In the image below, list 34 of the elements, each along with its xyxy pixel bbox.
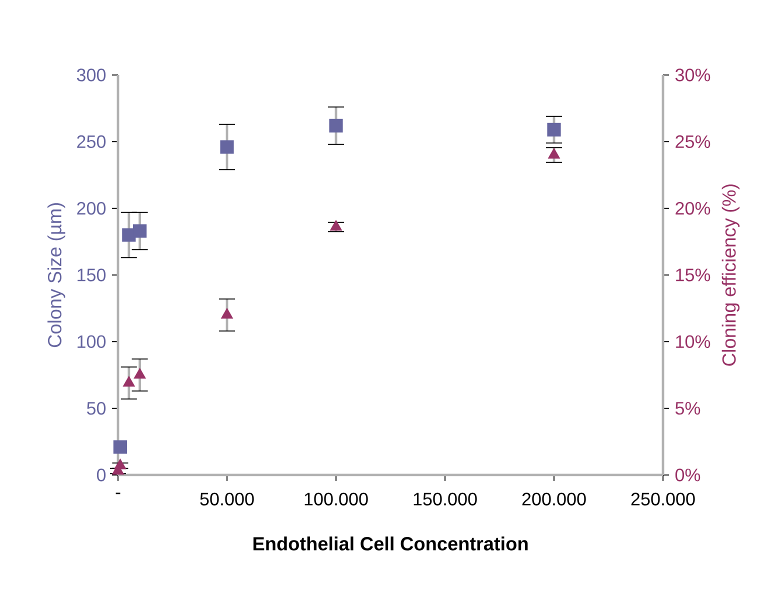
x-tick-label: 50.000 bbox=[200, 492, 254, 506]
x-tick-label: 200.000 bbox=[522, 492, 586, 506]
point bbox=[220, 140, 234, 154]
y2-tick-label: 30% bbox=[675, 68, 710, 82]
point bbox=[122, 376, 135, 387]
point bbox=[547, 122, 561, 136]
point bbox=[134, 368, 146, 379]
y-tick-label: 300 bbox=[76, 68, 106, 82]
y-tick-label: 100 bbox=[78, 335, 106, 348]
y-tick-label: 250 bbox=[77, 135, 106, 148]
point bbox=[548, 148, 560, 159]
y-tick-label: 200 bbox=[77, 202, 106, 215]
y2-tick-label: 15% bbox=[676, 268, 710, 282]
y-tick-label: 0 bbox=[96, 468, 106, 482]
point bbox=[113, 440, 127, 454]
y2-axis-title: Cloning efficiency (%) bbox=[722, 184, 740, 366]
y2-tick-label: 10% bbox=[676, 335, 710, 348]
x-axis-title: Endothelial Cell Concentration bbox=[254, 536, 528, 550]
x-tick-label: 100.000 bbox=[304, 492, 368, 506]
y2-tick-label: 0% bbox=[675, 468, 700, 482]
y2-tick-label: 25% bbox=[676, 135, 710, 148]
y2-tick-label: 20% bbox=[676, 202, 710, 215]
point bbox=[329, 118, 343, 132]
x-tick-label: 150.000 bbox=[414, 492, 477, 506]
y-tick-label: 50 bbox=[86, 402, 106, 415]
y2-tick-label: 5% bbox=[675, 402, 700, 415]
point bbox=[221, 308, 233, 319]
point bbox=[133, 224, 147, 238]
y-axis-title: Colony Size (µm) bbox=[47, 203, 66, 348]
point bbox=[330, 220, 342, 231]
y-tick-label: 150 bbox=[78, 268, 106, 282]
point bbox=[114, 458, 126, 470]
x-tick-label: 250.000 bbox=[631, 492, 695, 506]
x-tick-label: - bbox=[116, 492, 120, 494]
